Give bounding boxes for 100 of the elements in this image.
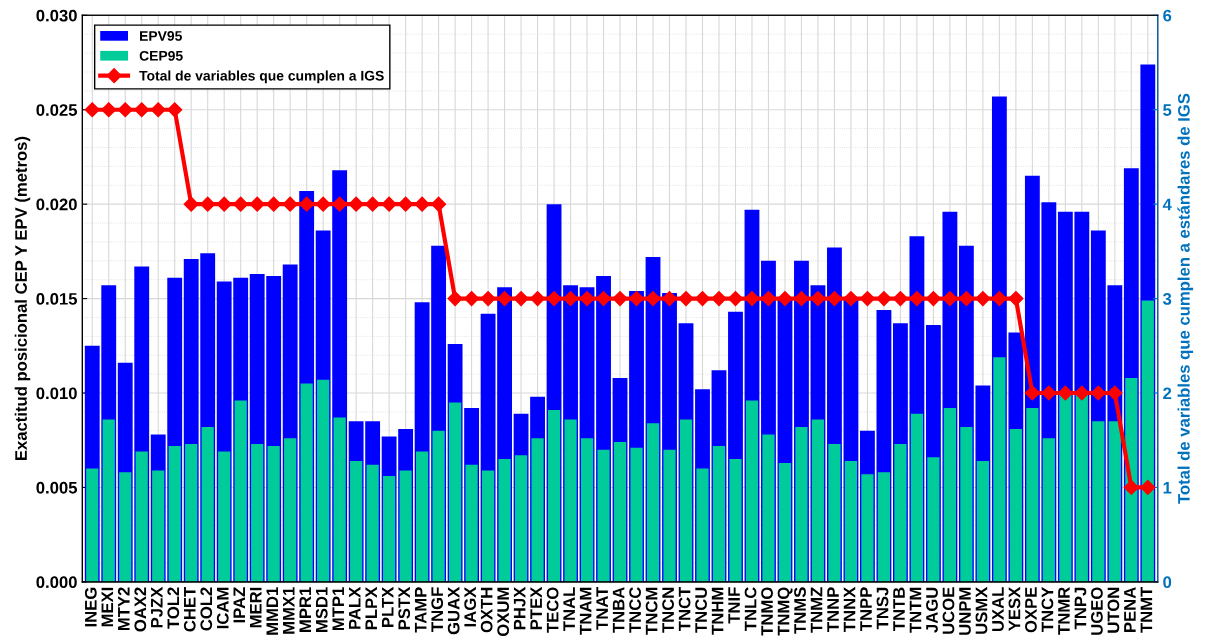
x-tick-label: MEXI bbox=[101, 587, 114, 627]
legend-label: CEP95 bbox=[139, 50, 183, 61]
x-tick-label: INEG bbox=[84, 587, 97, 627]
y2-tick-label: 2 bbox=[1163, 387, 1172, 400]
x-tick-label: OXUM bbox=[497, 587, 510, 637]
y-tick-label: 0.010 bbox=[36, 387, 77, 400]
x-tick-label: TNCU bbox=[695, 587, 707, 633]
bar bbox=[894, 444, 907, 582]
bar bbox=[630, 447, 643, 582]
bar bbox=[547, 410, 561, 582]
bar bbox=[449, 402, 462, 582]
bar bbox=[613, 442, 627, 582]
bar bbox=[663, 449, 676, 582]
x-tick-label: USMX bbox=[975, 586, 988, 634]
x-tick-label: UTON bbox=[1107, 587, 1120, 633]
x-tick-label: TNLC bbox=[744, 587, 757, 631]
bar bbox=[1141, 300, 1154, 582]
bar bbox=[102, 419, 115, 582]
x-tick-label: TNAL bbox=[563, 587, 575, 631]
y-tick-label: 0.025 bbox=[36, 104, 78, 116]
x-tick-label: TNCN bbox=[662, 587, 674, 633]
bar bbox=[1042, 438, 1055, 582]
x-tick-label: TNIF bbox=[728, 587, 740, 624]
y2-axis-title: Total de variables que cumplen a estándares de IGS bbox=[1177, 93, 1194, 504]
x-tick-label: MMX1 bbox=[283, 587, 295, 634]
bar bbox=[350, 460, 363, 582]
x-tick-label: TAMP bbox=[414, 587, 427, 633]
bar bbox=[86, 468, 99, 582]
x-tick-label: MSD1 bbox=[315, 587, 328, 632]
bar bbox=[135, 451, 148, 582]
legend-label: EPV95 bbox=[140, 31, 182, 41]
y-tick-label: 0.005 bbox=[36, 481, 78, 494]
x-tick-label: PJZX bbox=[151, 586, 163, 628]
bar bbox=[778, 462, 792, 582]
y2-tick-label: 5 bbox=[1163, 104, 1172, 116]
bar bbox=[564, 419, 577, 582]
x-tick-label: TNMO bbox=[761, 587, 773, 636]
bar bbox=[168, 445, 181, 582]
bar bbox=[580, 438, 594, 582]
bar bbox=[185, 444, 198, 582]
bar bbox=[597, 449, 610, 582]
x-tick-label: TOL2 bbox=[167, 587, 180, 629]
x-tick-label: TNCY bbox=[1041, 586, 1054, 632]
bar bbox=[481, 470, 495, 582]
bar bbox=[416, 451, 429, 582]
x-tick-label: UNPM bbox=[959, 587, 971, 635]
bar bbox=[1108, 421, 1121, 582]
y-tick-label: 0.020 bbox=[36, 198, 77, 211]
x-tick-label: MMD1 bbox=[266, 587, 278, 635]
bar bbox=[383, 476, 396, 582]
bar bbox=[201, 427, 214, 582]
bar bbox=[712, 445, 726, 582]
bar bbox=[284, 438, 297, 582]
bar bbox=[531, 438, 544, 582]
x-tick-label: PENA bbox=[1124, 587, 1136, 632]
bar bbox=[234, 400, 247, 582]
x-tick-label: TNCM bbox=[645, 587, 658, 635]
x-tick-label: UXAL bbox=[992, 587, 1004, 632]
x-tick-label: IAGX bbox=[464, 586, 477, 627]
x-tick-label: OXTH bbox=[480, 587, 493, 633]
bar bbox=[844, 460, 858, 582]
bar bbox=[366, 464, 379, 582]
x-tick-label: TNMT bbox=[1140, 586, 1153, 633]
bar bbox=[927, 457, 940, 582]
bar bbox=[943, 408, 956, 582]
x-tick-label: TNTB bbox=[893, 587, 905, 631]
bar bbox=[993, 357, 1006, 582]
x-tick-label: TNMZ bbox=[810, 587, 823, 633]
bar bbox=[646, 423, 660, 582]
x-tick-label: TNNX bbox=[843, 586, 856, 632]
bar bbox=[1009, 428, 1022, 582]
bar bbox=[811, 419, 825, 582]
x-tick-label: MTY2 bbox=[117, 587, 130, 631]
x-tick-label: TNMS bbox=[794, 587, 806, 634]
bar bbox=[432, 430, 445, 582]
x-tick-label: TNPJ bbox=[1074, 587, 1087, 630]
legend-label: Total de variables que cumplen a IGS bbox=[139, 70, 384, 84]
x-tick-label: GUAX bbox=[447, 586, 460, 635]
bar bbox=[152, 470, 165, 582]
x-tick-label: PHJX bbox=[513, 586, 526, 630]
x-tick-label: TNTM bbox=[909, 587, 922, 633]
bar bbox=[399, 470, 412, 582]
bar bbox=[976, 460, 989, 582]
bar bbox=[679, 419, 693, 582]
x-tick-label: MTP1 bbox=[332, 587, 344, 631]
y-tick-label: 0.030 bbox=[36, 9, 77, 22]
x-tick-label: UCOE bbox=[942, 587, 955, 634]
x-tick-label: TNBA bbox=[612, 587, 625, 633]
x-tick-label: TNCT bbox=[678, 586, 691, 631]
bar bbox=[1092, 421, 1105, 582]
x-tick-label: TNAT bbox=[596, 586, 608, 630]
bar bbox=[960, 427, 973, 582]
x-tick-label: MERI bbox=[250, 587, 262, 628]
bar bbox=[465, 464, 478, 582]
x-tick-label: JAGU bbox=[926, 587, 938, 633]
y-tick-label: 0.015 bbox=[36, 292, 78, 305]
bar bbox=[1026, 408, 1039, 582]
x-tick-label: TNNP bbox=[827, 587, 839, 632]
x-tick-label: TNSJ bbox=[876, 587, 889, 630]
x-tick-label: TNGF bbox=[431, 587, 444, 632]
